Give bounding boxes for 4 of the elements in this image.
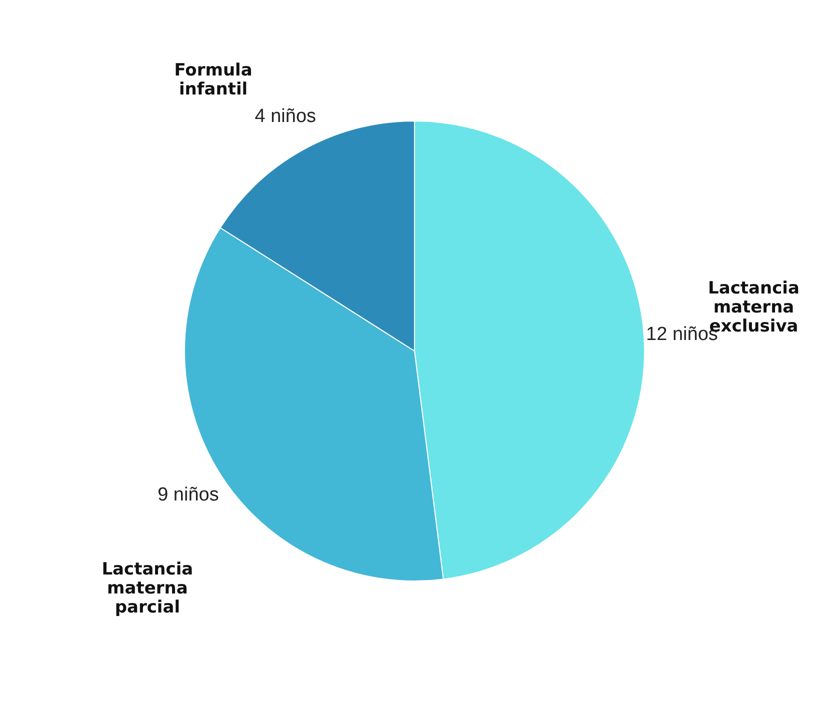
slice-label: Formula infantil	[174, 60, 252, 100]
data-label: 4 niños	[254, 106, 316, 128]
data-label: 9 niños	[158, 484, 219, 506]
slice-label: Lactancia materna parcial	[102, 559, 194, 618]
